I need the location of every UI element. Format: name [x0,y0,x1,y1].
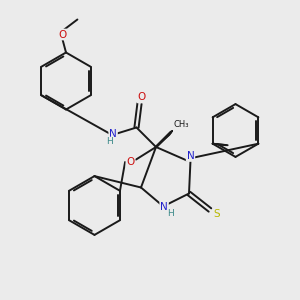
Text: N: N [109,129,117,139]
Polygon shape [156,130,172,147]
Text: H: H [106,137,113,146]
Text: O: O [126,157,135,167]
Text: H: H [168,209,174,218]
Text: O: O [58,29,67,40]
Text: CH₃: CH₃ [174,120,189,129]
Text: N: N [187,151,194,161]
Text: O: O [138,92,146,103]
Text: N: N [160,202,168,212]
Text: S: S [213,208,220,219]
